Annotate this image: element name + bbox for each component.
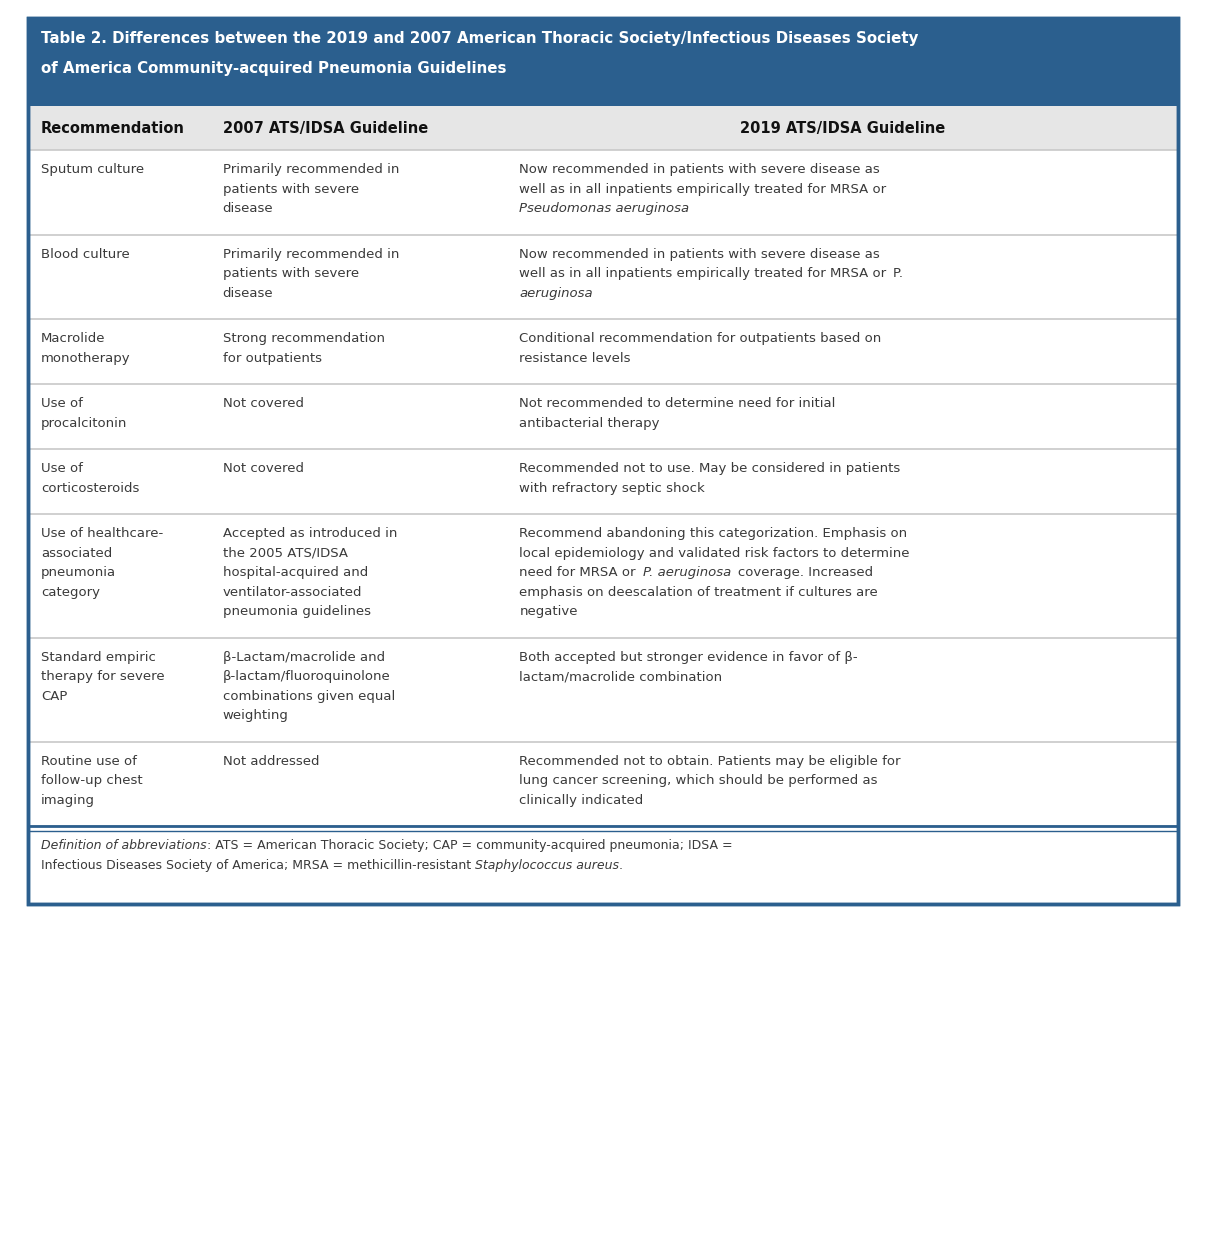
Text: Pseudomonas aeruginosa: Pseudomonas aeruginosa — [520, 202, 690, 215]
Text: Recommended not to obtain. Patients may be eligible for: Recommended not to obtain. Patients may … — [520, 755, 901, 768]
Text: well as in all inpatients empirically treated for MRSA or  P.: well as in all inpatients empirically tr… — [520, 267, 903, 280]
Text: emphasis on deescalation of treatment if cultures are: emphasis on deescalation of treatment if… — [520, 585, 878, 599]
Bar — [28, 17, 1178, 904]
Text: need for MRSA or: need for MRSA or — [520, 567, 643, 579]
Text: Conditional recommendation for outpatients based on: Conditional recommendation for outpatien… — [520, 332, 882, 344]
Bar — [28, 17, 1178, 106]
Text: Definition of abbreviations: Definition of abbreviations — [41, 839, 206, 852]
Text: coverage. Increased: coverage. Increased — [731, 567, 873, 579]
Text: : ATS = American Thoracic Society; CAP = community-acquired pneumonia; IDSA =: : ATS = American Thoracic Society; CAP =… — [206, 839, 732, 852]
Text: local epidemiology and validated risk factors to determine: local epidemiology and validated risk fa… — [520, 547, 909, 559]
Text: patients with severe: patients with severe — [223, 267, 359, 280]
Text: weighting: weighting — [223, 709, 288, 723]
Text: antibacterial therapy: antibacterial therapy — [520, 417, 660, 429]
Text: β-lactam/fluoroquinolone: β-lactam/fluoroquinolone — [223, 670, 391, 683]
Text: disease: disease — [223, 287, 274, 300]
Text: disease: disease — [223, 202, 274, 215]
Text: Now recommended in patients with severe disease as: Now recommended in patients with severe … — [520, 247, 880, 261]
Bar — [28, 319, 1178, 384]
Text: Primarily recommended in: Primarily recommended in — [223, 163, 399, 176]
Text: .: . — [619, 860, 624, 872]
Text: lung cancer screening, which should be performed as: lung cancer screening, which should be p… — [520, 774, 878, 787]
Text: Recommend abandoning this categorization. Emphasis on: Recommend abandoning this categorization… — [520, 527, 908, 540]
Text: aeruginosa: aeruginosa — [520, 287, 593, 300]
Text: Recommendation: Recommendation — [41, 121, 185, 136]
Text: lactam/macrolide combination: lactam/macrolide combination — [520, 670, 722, 683]
Text: imaging: imaging — [41, 794, 95, 806]
Bar — [28, 150, 1178, 235]
Text: category: category — [41, 585, 100, 599]
Text: Not covered: Not covered — [223, 397, 304, 411]
Text: associated: associated — [41, 547, 112, 559]
Text: pneumonia guidelines: pneumonia guidelines — [223, 605, 370, 618]
Text: Macrolide: Macrolide — [41, 332, 105, 344]
Text: Infectious Diseases Society of America; MRSA = methicillin-resistant: Infectious Diseases Society of America; … — [41, 860, 475, 872]
Bar — [28, 741, 1178, 826]
Text: β-Lactam/macrolide and: β-Lactam/macrolide and — [223, 650, 385, 664]
Text: Use of: Use of — [41, 397, 83, 411]
Text: ventilator-associated: ventilator-associated — [223, 585, 362, 599]
Text: Staphylococcus aureus: Staphylococcus aureus — [475, 860, 619, 872]
Text: therapy for severe: therapy for severe — [41, 670, 165, 683]
Text: clinically indicated: clinically indicated — [520, 794, 644, 806]
Text: patients with severe: patients with severe — [223, 182, 359, 196]
Bar — [28, 235, 1178, 319]
Bar — [28, 638, 1178, 741]
Text: hospital-acquired and: hospital-acquired and — [223, 567, 368, 579]
Text: Recommended not to use. May be considered in patients: Recommended not to use. May be considere… — [520, 462, 901, 475]
Text: Accepted as introduced in: Accepted as introduced in — [223, 527, 397, 540]
Text: Use of: Use of — [41, 462, 83, 475]
Text: well as in all inpatients empirically treated for MRSA or: well as in all inpatients empirically tr… — [520, 182, 886, 196]
Text: Both accepted but stronger evidence in favor of β-: Both accepted but stronger evidence in f… — [520, 650, 857, 664]
Text: Blood culture: Blood culture — [41, 247, 130, 261]
Bar — [28, 106, 1178, 150]
Text: Strong recommendation: Strong recommendation — [223, 332, 385, 344]
Text: Primarily recommended in: Primarily recommended in — [223, 247, 399, 261]
Text: Table 2. Differences between the 2019 and 2007 American Thoracic Society/Infecti: Table 2. Differences between the 2019 an… — [41, 31, 919, 46]
Text: Use of healthcare-: Use of healthcare- — [41, 527, 163, 540]
Text: Sputum culture: Sputum culture — [41, 163, 145, 176]
Text: CAP: CAP — [41, 689, 68, 703]
Text: Routine use of: Routine use of — [41, 755, 136, 768]
Bar — [28, 449, 1178, 514]
Text: Now recommended in patients with severe disease as: Now recommended in patients with severe … — [520, 163, 880, 176]
Text: the 2005 ATS/IDSA: the 2005 ATS/IDSA — [223, 547, 347, 559]
Text: 2019 ATS/IDSA Guideline: 2019 ATS/IDSA Guideline — [739, 121, 944, 136]
Bar — [28, 384, 1178, 449]
Bar — [28, 514, 1178, 638]
Text: with refractory septic shock: with refractory septic shock — [520, 482, 706, 494]
Text: Not recommended to determine need for initial: Not recommended to determine need for in… — [520, 397, 836, 411]
Text: Standard empiric: Standard empiric — [41, 650, 156, 664]
Text: pneumonia: pneumonia — [41, 567, 116, 579]
Text: P. aeruginosa: P. aeruginosa — [643, 567, 731, 579]
Text: resistance levels: resistance levels — [520, 352, 631, 364]
Text: 2007 ATS/IDSA Guideline: 2007 ATS/IDSA Guideline — [223, 121, 428, 136]
Text: follow-up chest: follow-up chest — [41, 774, 142, 787]
Text: Not covered: Not covered — [223, 462, 304, 475]
Text: combinations given equal: combinations given equal — [223, 689, 394, 703]
Bar — [28, 17, 1178, 904]
Text: Not addressed: Not addressed — [223, 755, 320, 768]
Text: for outpatients: for outpatients — [223, 352, 322, 364]
Text: corticosteroids: corticosteroids — [41, 482, 140, 494]
Bar — [28, 826, 1178, 904]
Text: monotherapy: monotherapy — [41, 352, 130, 364]
Text: negative: negative — [520, 605, 578, 618]
Text: procalcitonin: procalcitonin — [41, 417, 128, 429]
Text: of America Community-acquired Pneumonia Guidelines: of America Community-acquired Pneumonia … — [41, 61, 507, 76]
